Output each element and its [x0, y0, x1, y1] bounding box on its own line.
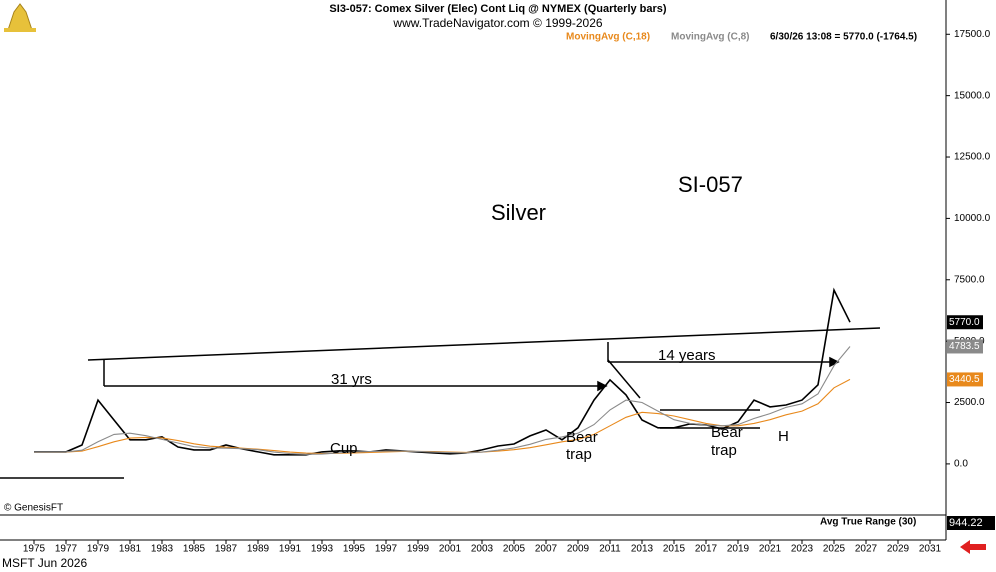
y-tick-label: 12500.0 — [954, 152, 991, 163]
value-marker — [947, 315, 983, 330]
drawings — [0, 327, 881, 479]
x-tick-label: 2017 — [695, 544, 718, 555]
x-tick-label: 1993 — [311, 544, 334, 555]
x-tick-label: 1985 — [183, 544, 206, 555]
value-marker-label: 5770.0 — [949, 317, 980, 328]
x-tick-label: 2009 — [567, 544, 590, 555]
y-tick-label: 2500.0 — [954, 397, 985, 408]
y-tick-label: 15000.0 — [954, 90, 991, 101]
x-tick-label: 2001 — [439, 544, 462, 555]
x-tick-label: 1999 — [407, 544, 430, 555]
annotation: Bear — [711, 424, 743, 441]
legend-entry: MovingAvg (C,8) — [671, 32, 750, 43]
x-tick-label: 1987 — [215, 544, 238, 555]
chart-subtitle: www.TradeNavigator.com © 1999-2026 — [392, 16, 602, 30]
x-tick-label: 2025 — [823, 544, 846, 555]
annotation: Silver — [491, 200, 546, 225]
y-tick-label: 7500.0 — [954, 274, 985, 285]
y-tick-label: 10000.0 — [954, 213, 991, 224]
footer: MSFT Jun 2026 — [2, 556, 87, 570]
y-tick-label: 0.0 — [954, 459, 968, 470]
annotation: H — [778, 428, 789, 445]
x-tick-label: 1975 — [23, 544, 46, 555]
value-marker-label: 4783.5 — [949, 341, 980, 352]
annotation: 31 yrs — [331, 371, 372, 388]
x-tick-label: 1983 — [151, 544, 174, 555]
x-tick-label: 2005 — [503, 544, 526, 555]
annotation: Cup — [330, 440, 358, 457]
scroll-arrow[interactable] — [960, 540, 986, 554]
x-tick-label: 2027 — [855, 544, 878, 555]
x-tick-label: 2015 — [663, 544, 686, 555]
status: 6/30/26 13:08 = 5770.0 (-1764.5) — [770, 32, 917, 43]
x-tick-label: 2021 — [759, 544, 782, 555]
annotation: Bear — [566, 429, 598, 446]
logo — [4, 3, 36, 32]
atr-value: 944.22 — [949, 517, 983, 529]
annotation: SI-057 — [678, 172, 743, 197]
value-marker — [947, 372, 983, 387]
x-tick-label: 2007 — [535, 544, 558, 555]
x-tick-label: 1981 — [119, 544, 142, 555]
x-tick-label: 1991 — [279, 544, 302, 555]
copyright: © GenesisFT — [4, 503, 63, 514]
x-tick-label: 2011 — [599, 544, 621, 555]
x-tick-label: 2031 — [919, 544, 942, 555]
atr-title: Avg True Range (30) — [820, 517, 916, 528]
moving-average — [34, 346, 851, 455]
x-tick-label: 2023 — [791, 544, 814, 555]
price-line — [34, 287, 851, 456]
atr-box — [947, 516, 995, 530]
x-tick-label: 1979 — [87, 544, 110, 555]
x-tick-label: 1977 — [55, 544, 78, 555]
x-tick-label: 2019 — [727, 544, 750, 555]
x-tick-label: 1997 — [375, 544, 398, 555]
legend-entry: MovingAvg (C,18) — [566, 32, 650, 43]
annotation: trap — [711, 442, 737, 459]
value-marker — [947, 339, 983, 354]
x-tick-label: 2003 — [471, 544, 494, 555]
annotation: 14 years — [658, 347, 716, 364]
x-tick-label: 2029 — [887, 544, 910, 555]
x-tick-label: 2013 — [631, 544, 654, 555]
x-tick-label: 1989 — [247, 544, 270, 555]
annotation: trap — [566, 446, 592, 463]
y-tick-label: 17500.0 — [954, 29, 991, 40]
value-marker-label: 3440.5 — [949, 374, 980, 385]
x-tick-label: 1995 — [343, 544, 366, 555]
chart-title: SI3-057: Comex Silver (Elec) Cont Liq @ … — [329, 3, 666, 15]
